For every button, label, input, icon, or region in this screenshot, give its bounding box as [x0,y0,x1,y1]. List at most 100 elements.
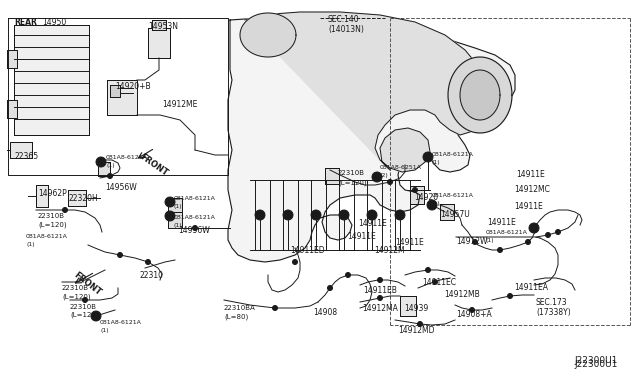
Circle shape [529,223,539,233]
Circle shape [427,200,437,210]
Bar [98,162,110,176]
Bar [148,28,170,58]
Circle shape [433,279,438,285]
Bar [68,190,86,206]
Text: 14911E: 14911E [487,218,516,227]
Polygon shape [460,70,500,120]
Bar [36,185,48,207]
Polygon shape [245,12,492,172]
Text: (14013N): (14013N) [328,25,364,34]
Text: (2): (2) [380,173,388,178]
Text: 14912ME: 14912ME [162,100,197,109]
Text: 14957U: 14957U [440,210,470,219]
Text: 14953N: 14953N [148,22,178,31]
Text: 14939: 14939 [404,304,428,313]
Text: (L=120): (L=120) [338,179,367,186]
Circle shape [96,157,106,167]
Text: 14908: 14908 [313,308,337,317]
Circle shape [339,210,349,220]
Bar [14,25,89,135]
Text: 14911E: 14911E [358,219,387,228]
Text: J22300U1: J22300U1 [574,356,618,365]
Circle shape [165,211,175,221]
Polygon shape [448,57,512,133]
Text: J22300U1: J22300U1 [574,360,618,369]
Circle shape [118,253,122,257]
Text: 14962P: 14962P [38,189,67,198]
Circle shape [423,152,433,162]
Bar [168,212,182,228]
Bar [410,186,424,204]
Circle shape [413,187,417,192]
Circle shape [367,210,377,220]
Text: 14956W: 14956W [178,226,210,235]
Bar [98,162,110,176]
Circle shape [417,321,422,327]
Circle shape [545,232,550,237]
Text: SEC.173: SEC.173 [536,298,568,307]
Bar [148,28,170,58]
Text: 22310B: 22310B [70,304,97,310]
Text: 14911E: 14911E [516,170,545,179]
Text: 14911EB: 14911EB [363,286,397,295]
Text: (1): (1) [100,328,109,333]
Text: 14911EA: 14911EA [514,283,548,292]
Text: (1): (1) [432,160,440,165]
Text: (1): (1) [432,201,440,206]
Text: B: B [530,226,533,230]
Text: 14908+A: 14908+A [456,310,492,319]
Bar [168,212,182,228]
Text: 14956W: 14956W [105,183,137,192]
Circle shape [387,180,392,185]
Text: 14911E: 14911E [514,202,543,211]
Text: (1): (1) [174,223,182,228]
Bar [325,168,339,184]
Circle shape [292,260,298,264]
Text: B: B [97,160,100,164]
Text: 14911E: 14911E [395,238,424,247]
Text: 14920: 14920 [414,193,438,202]
Bar [68,190,86,206]
Bar [10,142,32,158]
Circle shape [470,308,474,312]
Circle shape [328,285,333,291]
Circle shape [255,210,265,220]
Bar [107,80,137,115]
Text: 14912MD: 14912MD [398,326,435,335]
Text: 081A8-6121A: 081A8-6121A [432,193,474,198]
Text: 081A8-6121A: 081A8-6121A [106,155,148,160]
Bar [14,25,89,135]
Bar [110,85,120,97]
Polygon shape [228,15,515,262]
Bar [400,296,416,316]
Text: (L=80): (L=80) [224,313,248,320]
Polygon shape [240,13,296,57]
Text: 081A8-6121A: 081A8-6121A [432,152,474,157]
Text: B: B [373,175,376,179]
Text: 22310B: 22310B [338,170,365,176]
Text: 081A8-6121A: 081A8-6121A [174,196,216,201]
Text: 081A8-6121A: 081A8-6121A [174,215,216,220]
Text: 22310B: 22310B [62,285,89,291]
Bar [410,186,424,204]
Text: (1): (1) [174,204,182,209]
Text: (L=120): (L=120) [62,293,91,299]
Circle shape [372,172,382,182]
Text: 081A8-6121A: 081A8-6121A [26,234,68,239]
Circle shape [91,311,101,321]
Bar [10,142,32,158]
Text: B: B [92,314,95,318]
Circle shape [193,225,198,231]
Circle shape [63,208,67,212]
Circle shape [472,240,477,244]
Text: 14950: 14950 [42,18,67,27]
Circle shape [525,240,531,244]
Bar [440,204,454,220]
Bar [168,198,182,214]
Circle shape [83,298,88,302]
Text: B: B [428,203,431,207]
Bar [400,296,416,316]
Circle shape [346,273,351,278]
Text: (L=120): (L=120) [70,312,99,318]
Text: 081A8-6121A: 081A8-6121A [486,230,528,235]
